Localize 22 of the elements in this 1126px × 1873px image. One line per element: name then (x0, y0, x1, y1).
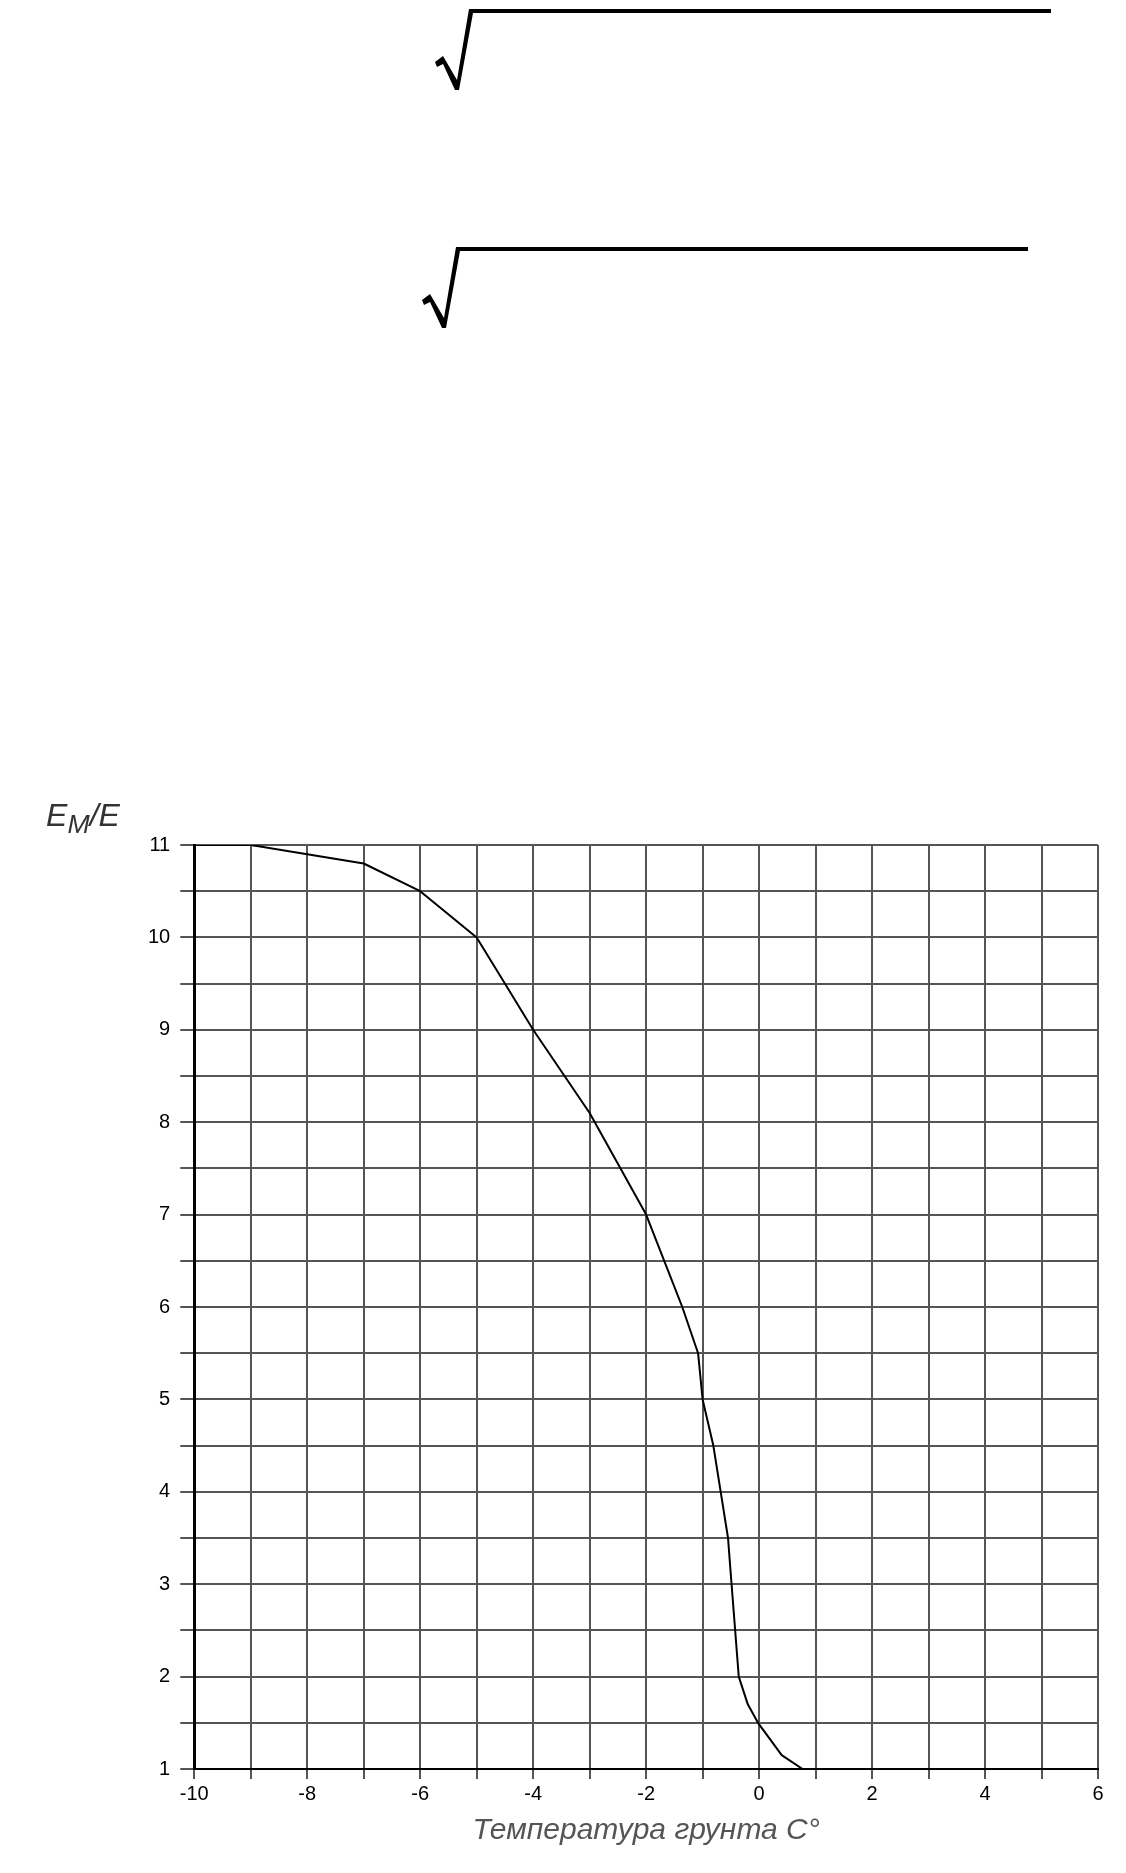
x-tick-label: -2 (637, 1781, 656, 1804)
y-tick-label: 7 (159, 1202, 171, 1225)
y-tick-label: 6 (159, 1294, 171, 1317)
y-tick-label: 8 (159, 1109, 171, 1132)
y-tick-label: 1 (159, 1756, 171, 1779)
x-tick-label: -6 (411, 1781, 430, 1804)
y-tick-label: 5 (159, 1386, 171, 1409)
y-tick-label: 11 (149, 832, 171, 855)
x-tick-label: -8 (298, 1781, 317, 1804)
y-tick-label: 9 (159, 1017, 171, 1040)
y-tick-label: 10 (148, 924, 171, 947)
y-tick-label: 2 (159, 1664, 171, 1687)
x-tick-label: 0 (753, 1781, 765, 1804)
x-tick-label: 2 (866, 1781, 878, 1804)
x-tick-label: 6 (1092, 1781, 1104, 1804)
x-tick-label: -10 (179, 1781, 209, 1804)
x-axis-title: Температура грунта C° (472, 1812, 820, 1846)
y-tick-label: 4 (159, 1479, 171, 1502)
x-tick-label: 4 (979, 1781, 991, 1804)
x-tick-label: -4 (524, 1781, 543, 1804)
y-axis-title: E$_{M}$/E (45, 797, 121, 840)
y-tick-label: 3 (159, 1571, 171, 1594)
